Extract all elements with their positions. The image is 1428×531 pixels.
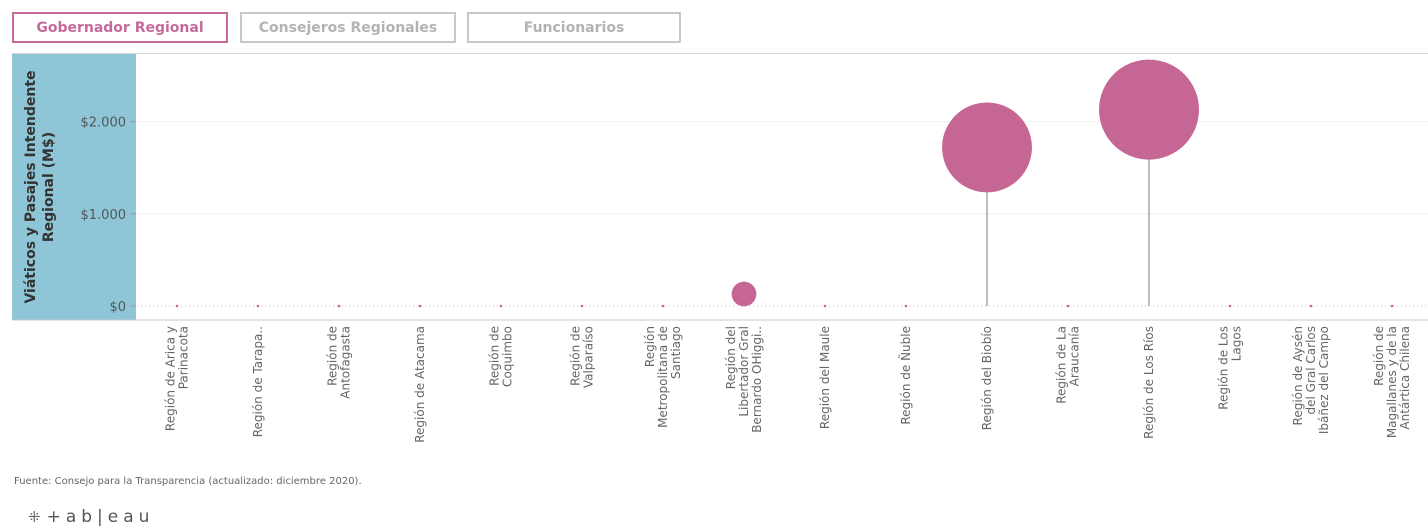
x-category-label: Región deCoquimbo bbox=[488, 326, 515, 387]
x-category-label-line: Bernardo OHiggi.. bbox=[750, 326, 764, 433]
x-category-label: Región de Tarapa.. bbox=[251, 326, 265, 437]
x-category-label-line: Región de Arica y bbox=[164, 326, 178, 431]
x-category-label-line: Región del Maule bbox=[818, 326, 832, 429]
x-category-label-line: Región de bbox=[569, 326, 583, 386]
data-bubble bbox=[256, 304, 260, 308]
x-category-label-line: Magallanes y de la bbox=[1385, 326, 1399, 438]
y-tick-label: $2.000 bbox=[81, 116, 127, 131]
x-category-label-line: Araucanía bbox=[1068, 326, 1082, 386]
y-axis-label-band bbox=[12, 54, 136, 320]
x-category-label-line: Región de Los bbox=[1217, 326, 1231, 410]
data-bubble bbox=[823, 304, 827, 308]
x-category-label-line: Región de Aysén bbox=[1291, 326, 1305, 425]
x-category-label-line: Región bbox=[643, 326, 657, 367]
x-category-label-line: Valparaíso bbox=[582, 326, 596, 388]
data-bubble bbox=[337, 304, 341, 308]
x-category-label-line: Región de bbox=[488, 326, 502, 386]
x-category-label: RegiónMetropolitana deSantiago bbox=[643, 326, 683, 428]
data-bubble bbox=[904, 304, 908, 308]
bubble-chart: $0 $1.000 $2.000 Región de Arica yParinacot… bbox=[12, 59, 1428, 443]
tableau-logo-text: +ab|eau bbox=[46, 507, 155, 527]
data-bubble bbox=[1309, 304, 1313, 308]
data-bubble bbox=[418, 304, 422, 308]
x-category-label: Región de Arica yParinacota bbox=[164, 326, 191, 431]
x-category-label: Región delLibertador GralBernardo OHiggi… bbox=[724, 326, 764, 433]
x-category-label: Región del Biobío bbox=[980, 326, 994, 430]
x-category-label-line: Libertador Gral bbox=[737, 326, 751, 417]
x-category-label-line: Antártica Chilena bbox=[1398, 326, 1412, 430]
tab-consejeros-regionales[interactable]: Consejeros Regionales bbox=[240, 12, 456, 43]
tab-gobernador-regional[interactable]: Gobernador Regional bbox=[12, 12, 228, 43]
x-category-label-line: Antofagasta bbox=[339, 326, 353, 399]
x-category-label-line: Santiago bbox=[669, 326, 683, 379]
data-bubble bbox=[1390, 304, 1394, 308]
x-category-label-line: Región del bbox=[724, 326, 738, 389]
data-bubble bbox=[499, 304, 503, 308]
x-category-label-line: Región de Tarapa.. bbox=[251, 326, 265, 437]
tab-funcionarios[interactable]: Funcionarios bbox=[467, 12, 681, 43]
x-category-label-line: Región de bbox=[326, 326, 340, 386]
x-category-label-line: Lagos bbox=[1230, 326, 1244, 361]
x-category-label: Región del Maule bbox=[818, 326, 832, 429]
x-category-label-line: Metropolitana de bbox=[656, 326, 670, 428]
y-tick-label: $0 bbox=[109, 300, 126, 315]
x-category-label-line: Región de La bbox=[1055, 326, 1069, 404]
x-category-label-line: Parinacota bbox=[177, 326, 191, 389]
x-category-label-line: del Gral Carlos bbox=[1304, 326, 1318, 414]
y-tick-label: $1.000 bbox=[81, 208, 127, 223]
x-category-label: Región de LaAraucanía bbox=[1055, 326, 1082, 404]
data-bubble bbox=[942, 102, 1032, 193]
x-category-label: Región de Atacama bbox=[413, 326, 427, 443]
x-category-label: Región deMagallanes y de laAntártica Chi… bbox=[1372, 326, 1412, 438]
x-category-label: Región de Ñuble bbox=[898, 326, 913, 425]
x-category-label-line: Ibáñez del Campo bbox=[1317, 326, 1331, 434]
x-category-label-line: Región de Ñuble bbox=[898, 326, 913, 425]
x-category-label: Región de Ayséndel Gral CarlosIbáñez del… bbox=[1291, 326, 1331, 434]
data-bubble bbox=[1099, 59, 1199, 160]
tableau-logo[interactable]: ⁜ +ab|eau bbox=[28, 507, 154, 527]
data-bubble bbox=[175, 304, 179, 308]
data-bubble bbox=[661, 304, 665, 308]
x-category-label: Región de Los Ríos bbox=[1142, 326, 1156, 439]
x-category-label-line: Región de Los Ríos bbox=[1142, 326, 1156, 439]
data-bubble bbox=[1228, 304, 1232, 308]
data-bubble bbox=[580, 304, 584, 308]
header-divider bbox=[12, 53, 1428, 54]
x-category-label: Región de LosLagos bbox=[1217, 326, 1244, 410]
x-category-label: Región deValparaíso bbox=[569, 326, 596, 388]
source-note: Fuente: Consejo para la Transparencia (a… bbox=[14, 476, 362, 487]
data-bubble bbox=[731, 281, 757, 307]
x-category-label-line: Región de Atacama bbox=[413, 326, 427, 443]
tableau-logo-icon: ⁜ bbox=[28, 508, 41, 526]
data-bubble bbox=[1066, 304, 1070, 308]
x-category-label-line: Región del Biobío bbox=[980, 326, 994, 430]
x-category-label: Región deAntofagasta bbox=[326, 326, 353, 399]
x-category-label-line: Región de bbox=[1372, 326, 1386, 386]
x-category-label-line: Coquimbo bbox=[501, 326, 515, 387]
